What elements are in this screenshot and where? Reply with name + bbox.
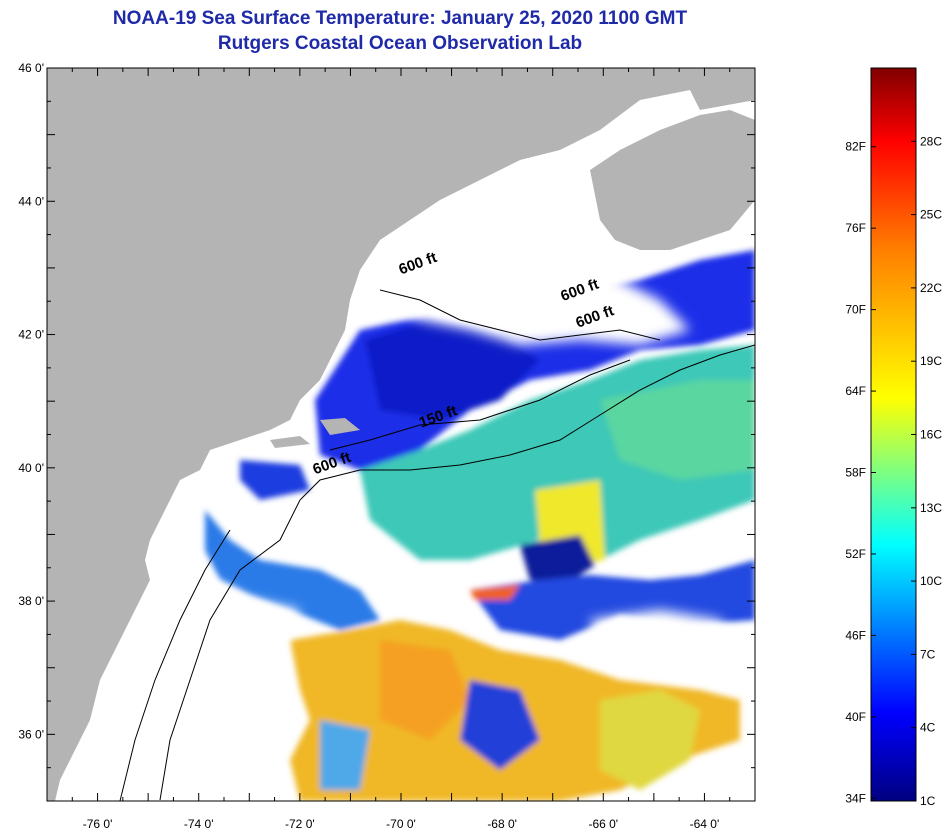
colorbar-c-label: 13C (920, 501, 942, 515)
mid-atlantic-coastal-water (205, 510, 380, 630)
lon-tick-label: -76 0' (83, 817, 113, 831)
long-island-land (270, 436, 310, 448)
map-subtitle: Rutgers Coastal Ocean Observation Lab (217, 33, 583, 54)
contour-600ft-south (159, 499, 301, 801)
colorbar-c-label: 10C (920, 574, 942, 588)
north-america-land (47, 68, 755, 801)
colorbar-f-label: 58F (845, 466, 866, 480)
contour-600ft-gulf-of-maine (379, 289, 661, 341)
cape-cod-land (320, 418, 360, 435)
cloud-east (590, 610, 740, 670)
contour-150ft-south (119, 529, 231, 801)
colorbar-f-label: 76F (845, 221, 866, 235)
lon-tick-label: -68 0' (487, 817, 517, 831)
colorbar-c-label: 28C (920, 134, 942, 148)
colorbar-c-label: 19C (920, 354, 942, 368)
colorbar-f-label: 34F (845, 791, 866, 805)
lat-tick-label: 40 0' (18, 461, 44, 475)
cloud-coastal (150, 560, 300, 720)
lat-tick-label: 44 0' (18, 194, 44, 208)
colorbar-f-label: 52F (845, 547, 866, 561)
colorbar-c-label: 7C (920, 647, 936, 661)
lon-tick-label: -74 0' (184, 817, 214, 831)
colorbar-fahrenheit-labels: 82F 76F 70F 64F 58F 52F 46F 40F 34F (845, 140, 876, 805)
contour-150ft (329, 359, 631, 451)
colorbar (870, 67, 917, 802)
cloud-band-north (360, 230, 690, 345)
colorbar-f-label: 46F (845, 628, 866, 642)
cold-intrusion (460, 680, 540, 770)
mixed-patch (320, 720, 370, 790)
colorbar-f-label: 82F (845, 140, 866, 154)
gulf-stream-warm-filament (470, 585, 520, 600)
lat-tick-label: 42 0' (18, 328, 44, 342)
nova-scotia-land (590, 110, 755, 250)
cape-breton-land (730, 140, 755, 175)
lat-tick-label: 46 0' (18, 61, 44, 75)
lon-tick-label: -72 0' (285, 817, 315, 831)
slope-water-east (600, 380, 755, 480)
lat-tick-label: 38 0' (18, 594, 44, 608)
nearshore-cold-patch (240, 460, 310, 500)
colorbar-celsius-labels: 28C 25C 22C 19C 16C 13C 10C 7C 4C 1C (911, 134, 942, 808)
lon-tick-label: -64 0' (690, 817, 720, 831)
map-title: NOAA-19 Sea Surface Temperature: January… (112, 8, 688, 29)
colorbar-f-label: 70F (845, 303, 866, 317)
colorbar-c-label: 1C (920, 794, 936, 808)
longitude-axis: -76 0' -74 0' -72 0' -70 0' -68 0' -66 0' -64 … (46, 68, 756, 831)
lat-tick-label: 36 0' (18, 727, 44, 741)
colorbar-f-label: 64F (845, 384, 866, 398)
gulf-of-maine-water (365, 320, 540, 420)
lon-tick-label: -66 0' (588, 817, 618, 831)
colorbar-c-label: 25C (920, 208, 942, 222)
colorbar-c-label: 4C (920, 721, 936, 735)
lon-tick-label: -70 0' (386, 817, 416, 831)
latitude-axis: 46 0' 44 0' 42 0' 40 0' 38 0' 36 0' (18, 61, 755, 802)
warm-core-patch (380, 640, 470, 740)
warm-patch-east (600, 690, 700, 790)
colorbar-c-label: 22C (920, 281, 942, 295)
colorbar-c-label: 16C (920, 428, 942, 442)
contour-600ft-shelf (299, 344, 755, 501)
cold-eddy (520, 535, 595, 585)
colorbar-f-label: 40F (845, 710, 866, 724)
